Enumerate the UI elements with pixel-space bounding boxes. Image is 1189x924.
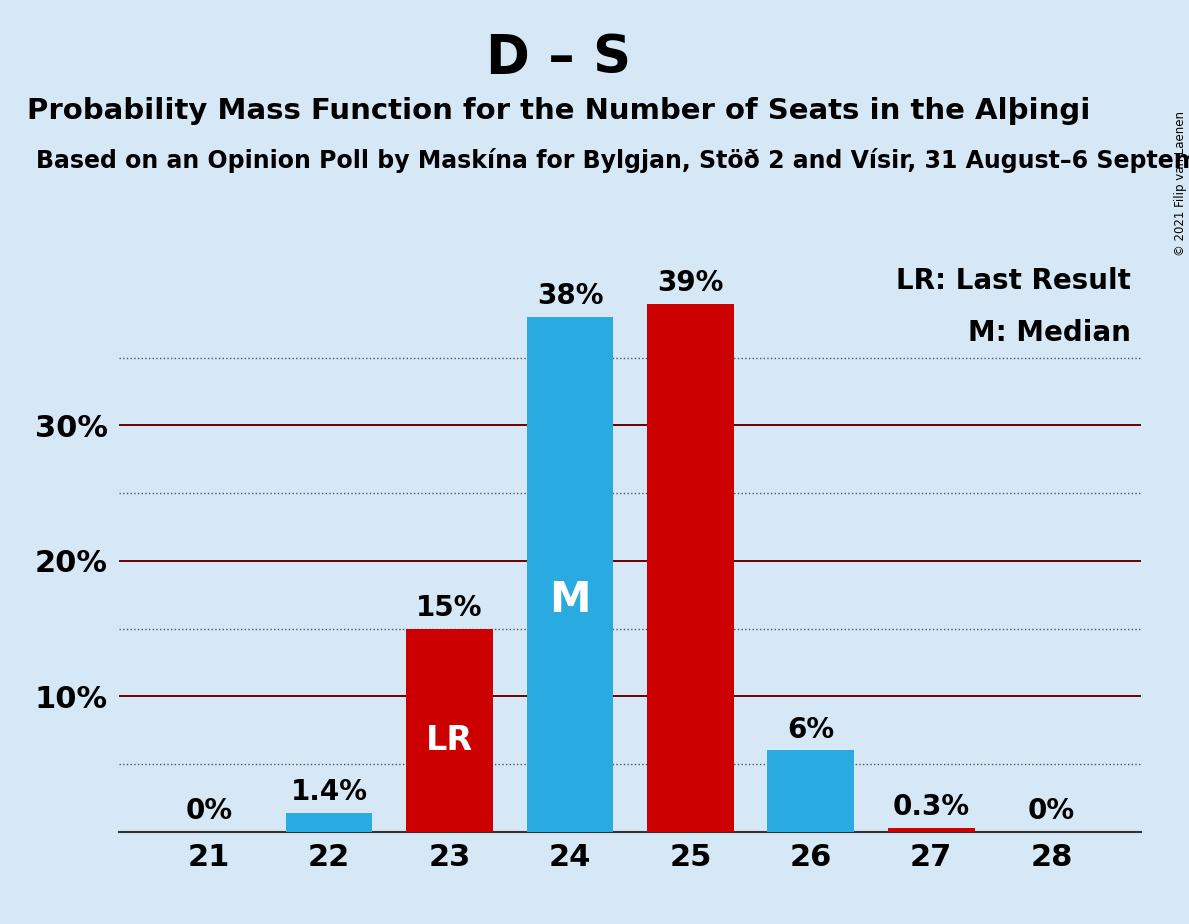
Text: 1.4%: 1.4% — [290, 778, 367, 806]
Text: M: Median: M: Median — [968, 320, 1131, 347]
Text: 6%: 6% — [787, 715, 835, 744]
Text: M: M — [549, 579, 591, 621]
Text: © 2021 Filip van Laenen: © 2021 Filip van Laenen — [1175, 111, 1187, 256]
Text: 0.3%: 0.3% — [893, 793, 970, 821]
Bar — [888, 828, 975, 832]
Text: 15%: 15% — [416, 594, 483, 622]
Bar — [285, 812, 372, 832]
Text: LR: Last Result: LR: Last Result — [897, 267, 1131, 295]
Text: D – S: D – S — [486, 32, 631, 84]
Text: Probability Mass Function for the Number of Seats in the Alþingi: Probability Mass Function for the Number… — [27, 97, 1090, 125]
Text: 39%: 39% — [658, 269, 724, 297]
Bar — [527, 317, 614, 832]
Bar — [767, 750, 854, 832]
Text: LR: LR — [426, 723, 473, 757]
Text: Based on an Opinion Poll by Maskína for Bylgjan, Stöð 2 and Vísir, 31 August–6 S: Based on an Opinion Poll by Maskína for … — [36, 148, 1189, 173]
Text: 0%: 0% — [1028, 796, 1075, 825]
Text: 0%: 0% — [185, 796, 232, 825]
Bar — [647, 304, 734, 832]
Bar — [407, 628, 493, 832]
Text: 38%: 38% — [536, 283, 603, 310]
